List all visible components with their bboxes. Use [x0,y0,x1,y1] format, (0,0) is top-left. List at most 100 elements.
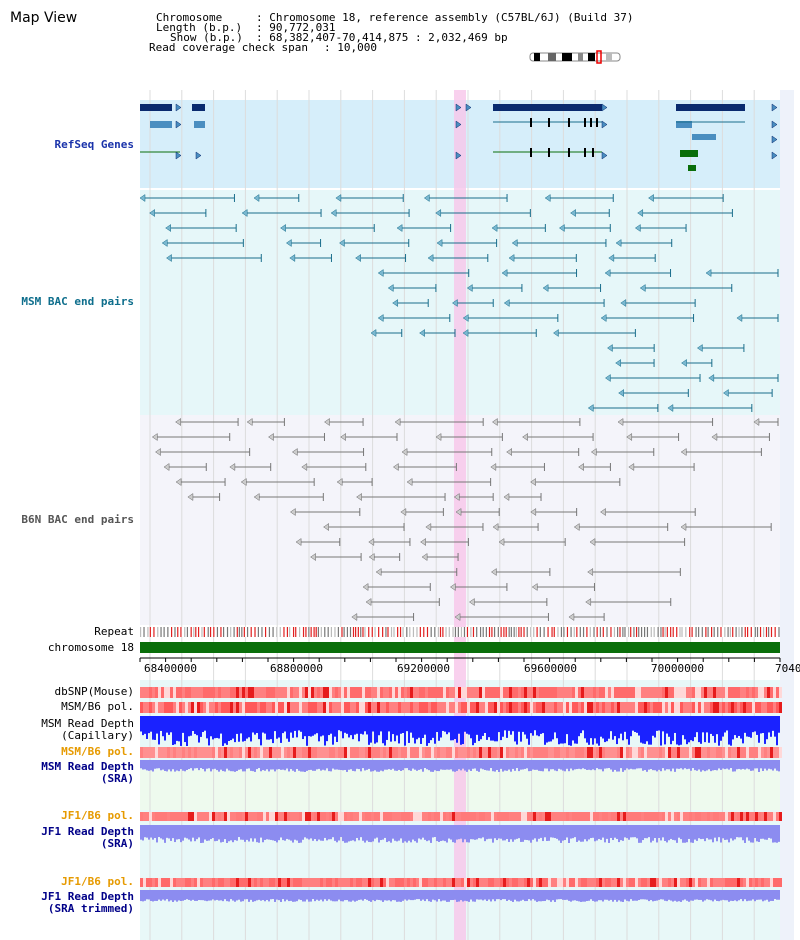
depth-bar [250,716,252,742]
depth-bar [434,890,436,901]
heat-cell [206,687,209,698]
track-label-b6n-bac[interactable]: B6N BAC end pairs [21,513,134,526]
heat-cell [680,687,683,698]
heat-cell [140,878,143,887]
repeat-mark [195,627,197,637]
msm-bac-end [435,209,442,217]
heat-cell [245,812,248,821]
heat-cell [467,702,470,713]
heat-cell [647,812,650,821]
depth-bar [640,760,642,769]
heat-cell [158,747,161,758]
heat-cell [284,878,287,887]
depth-bar [408,760,410,771]
depth-bar [540,825,542,838]
track-label-refseq[interactable]: RefSeq Genes [54,138,134,151]
depth-bar [680,890,682,902]
heat-cell [332,812,335,821]
heat-cell [731,747,734,758]
heat-cell [317,878,320,887]
depth-bar [196,760,198,769]
heat-cell [407,747,410,758]
repeat-mark [624,627,626,637]
depth-bar [462,716,464,745]
repeat-mark [627,627,630,637]
heat-cell [605,702,608,713]
depth-bar [588,716,590,745]
heat-cell [257,687,260,698]
depth-bar [368,760,370,769]
repeat-mark [616,627,619,637]
repeat-mark [515,627,517,637]
gene-block [493,104,602,111]
heat-cell [695,878,698,887]
depth-bar [456,825,458,840]
heat-cell [527,878,530,887]
depth-bar [312,760,314,771]
msm-bac-end [608,254,615,262]
heat-cell [650,747,653,758]
heat-cell [686,878,689,887]
depth-bar [336,760,338,770]
depth-bar [770,760,772,770]
heat-cell [698,687,701,698]
depth-bar [546,760,548,769]
heat-cell [239,812,242,821]
heat-cell [413,812,416,821]
depth-bar [298,825,300,843]
depth-bar [502,760,504,772]
depth-bar [346,825,348,843]
depth-bar [682,716,684,736]
heat-cell [365,687,368,698]
depth-bar [524,825,526,840]
heat-cell [515,878,518,887]
repeat-mark [472,627,475,637]
heat-cell [398,687,401,698]
repeat-mark [423,627,425,637]
depth-bar [168,825,170,839]
repeat-mark [190,627,192,637]
depth-bar [440,890,442,902]
heat-cell [578,747,581,758]
strand-arrow [771,120,778,129]
depth-bar [358,716,360,742]
heat-cell [761,878,764,887]
depth-bar [242,760,244,772]
heat-cell [614,702,617,713]
heat-cell [584,687,587,698]
depth-bar [144,716,146,734]
heat-cell [683,702,686,713]
repeat-mark [633,627,635,637]
heat-cell [623,702,626,713]
heat-cell [449,687,452,698]
depth-bar [374,825,376,839]
heat-cell [725,702,728,713]
track-label-msm-bac[interactable]: MSM BAC end pairs [21,295,134,308]
depth-bar [372,825,374,842]
heat-cell [401,812,404,821]
depth-bar [182,716,184,733]
heat-cell [314,687,317,698]
depth-bar [640,716,642,743]
depth-bar [674,890,676,901]
depth-bar [322,716,324,736]
depth-bar [706,716,708,733]
repeat-mark [406,627,408,637]
exon-mark [548,148,550,157]
heat-cell [275,702,278,713]
depth-bar [464,825,466,840]
repeat-mark [689,627,691,637]
depth-bar [338,825,340,841]
b6n-bac-end [492,418,498,426]
depth-bar [240,825,242,840]
depth-bar [264,760,266,771]
heat-cell [473,747,476,758]
depth-bar [148,890,150,900]
depth-bar [562,760,564,771]
heat-cell [140,747,143,758]
depth-bar [150,825,152,838]
depth-bar [676,760,678,769]
repeat-mark [434,627,436,637]
chromosome-ideogram[interactable] [529,50,621,64]
